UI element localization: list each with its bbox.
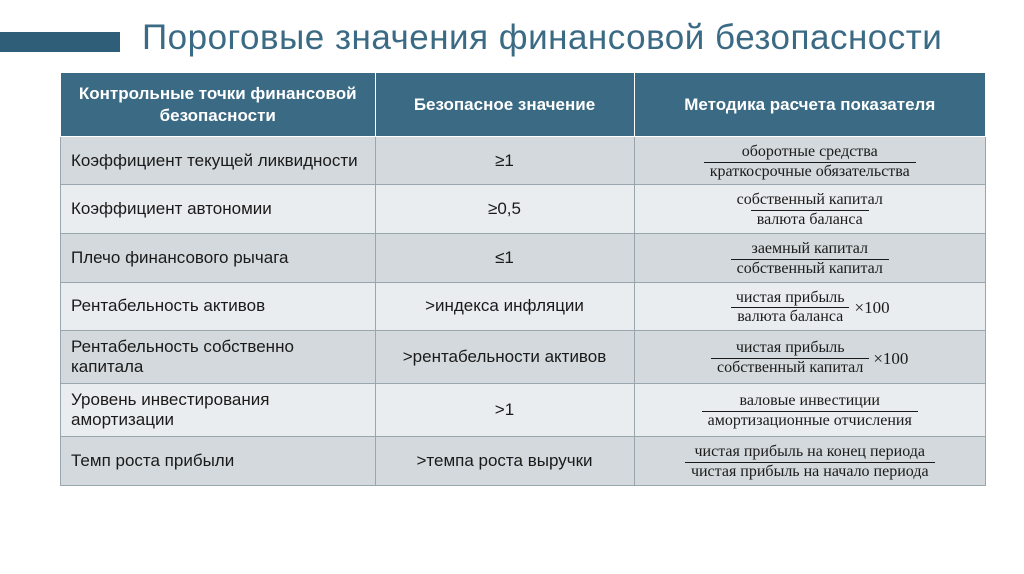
cell-safe-value: >индекса инфляции bbox=[375, 282, 634, 331]
times-100: ×100 bbox=[871, 349, 908, 369]
cell-formula: чистая прибыльвалюта баланса×100 bbox=[634, 282, 986, 331]
fraction-numerator: чистая прибыль на конец периода bbox=[688, 444, 931, 462]
cell-indicator-name: Коэффициент автономии bbox=[61, 185, 376, 234]
cell-indicator-name: Уровень инвестирования амортизации bbox=[61, 384, 376, 437]
fraction: чистая прибыльсобственный капитал bbox=[711, 340, 869, 377]
fraction-numerator: заемный капитал bbox=[746, 241, 874, 259]
formula: валовые инвестицииамортизационные отчисл… bbox=[702, 393, 918, 430]
table-row: Коэффициент автономии≥0,5 собственный кап… bbox=[61, 185, 986, 234]
fraction-numerator: чистая прибыль bbox=[730, 290, 851, 308]
fraction: чистая прибыль на конец периодачистая пр… bbox=[685, 444, 935, 481]
fraction: заемный капиталсобственный капитал bbox=[731, 241, 889, 278]
fraction: собственный капиталвалюта баланса bbox=[731, 192, 889, 229]
table-row: Уровень инвестирования амортизации>1 вало… bbox=[61, 384, 986, 437]
fraction: валовые инвестицииамортизационные отчисл… bbox=[702, 393, 918, 430]
title-accent-bar bbox=[0, 32, 120, 52]
fraction-numerator: оборотные средства bbox=[736, 144, 884, 162]
cell-formula: чистая прибыльсобственный капитал×100 bbox=[634, 331, 986, 384]
table-row: Рентабельность собственно капитала>рента… bbox=[61, 331, 986, 384]
cell-safe-value: ≤1 bbox=[375, 233, 634, 282]
fraction: чистая прибыльвалюта баланса bbox=[730, 290, 851, 327]
times-100: ×100 bbox=[853, 298, 890, 318]
col-header-method: Методика расчета показателя bbox=[634, 73, 986, 137]
cell-indicator-name: Коэффициент текущей ликвидности bbox=[61, 136, 376, 185]
fraction-denominator: краткосрочные обязательства bbox=[704, 162, 916, 181]
cell-formula: собственный капиталвалюта баланса bbox=[634, 185, 986, 234]
fraction-denominator: чистая прибыль на начало периода bbox=[685, 462, 935, 481]
col-header-safe: Безопасное значение bbox=[375, 73, 634, 137]
cell-indicator-name: Плечо финансового рычага bbox=[61, 233, 376, 282]
fraction-denominator: валюта баланса bbox=[731, 307, 849, 326]
cell-indicator-name: Рентабельность активов bbox=[61, 282, 376, 331]
cell-safe-value: ≥0,5 bbox=[375, 185, 634, 234]
cell-formula: оборотные средствакраткосрочные обязател… bbox=[634, 136, 986, 185]
cell-safe-value: >рентабельности активов bbox=[375, 331, 634, 384]
table-row: Коэффициент текущей ликвидности≥1 оборотн… bbox=[61, 136, 986, 185]
fraction-numerator: валовые инвестиции bbox=[734, 393, 886, 411]
thresholds-table: Контрольные точки финансовой безопасност… bbox=[60, 72, 986, 485]
col-header-controls: Контрольные точки финансовой безопасност… bbox=[61, 73, 376, 137]
formula: собственный капиталвалюта баланса bbox=[731, 192, 889, 229]
formula: оборотные средствакраткосрочные обязател… bbox=[704, 144, 916, 181]
fraction-denominator: собственный капитал bbox=[711, 358, 869, 377]
formula: чистая прибыльвалюта баланса×100 bbox=[730, 290, 890, 327]
fraction-denominator: валюта баланса bbox=[751, 210, 869, 229]
formula: чистая прибыль на конец периодачистая пр… bbox=[685, 444, 935, 481]
formula: заемный капиталсобственный капитал bbox=[731, 241, 889, 278]
cell-indicator-name: Рентабельность собственно капитала bbox=[61, 331, 376, 384]
table-head: Контрольные точки финансовой безопасност… bbox=[61, 73, 986, 137]
table-row: Темп роста прибыли>темпа роста выручки чи… bbox=[61, 437, 986, 486]
fraction-numerator: чистая прибыль bbox=[730, 340, 851, 358]
formula: чистая прибыльсобственный капитал×100 bbox=[711, 340, 908, 377]
table-wrap: Контрольные точки финансовой безопасност… bbox=[0, 72, 1024, 485]
table-row: Рентабельность активов>индекса инфляции ч… bbox=[61, 282, 986, 331]
fraction-denominator: собственный капитал bbox=[731, 259, 889, 278]
cell-formula: валовые инвестицииамортизационные отчисл… bbox=[634, 384, 986, 437]
cell-safe-value: >1 bbox=[375, 384, 634, 437]
title-wrap: Пороговые значения финансовой безопаснос… bbox=[0, 0, 1024, 72]
fraction-denominator: амортизационные отчисления bbox=[702, 411, 918, 430]
cell-formula: заемный капиталсобственный капитал bbox=[634, 233, 986, 282]
cell-safe-value: >темпа роста выручки bbox=[375, 437, 634, 486]
fraction-numerator: собственный капитал bbox=[731, 192, 889, 210]
table-row: Плечо финансового рычага≤1 заемный капита… bbox=[61, 233, 986, 282]
fraction: оборотные средствакраткосрочные обязател… bbox=[704, 144, 916, 181]
cell-formula: чистая прибыль на конец периодачистая пр… bbox=[634, 437, 986, 486]
cell-indicator-name: Темп роста прибыли bbox=[61, 437, 376, 486]
table-body: Коэффициент текущей ликвидности≥1 оборотн… bbox=[61, 136, 986, 485]
cell-safe-value: ≥1 bbox=[375, 136, 634, 185]
page-title: Пороговые значения финансовой безопаснос… bbox=[142, 18, 942, 58]
